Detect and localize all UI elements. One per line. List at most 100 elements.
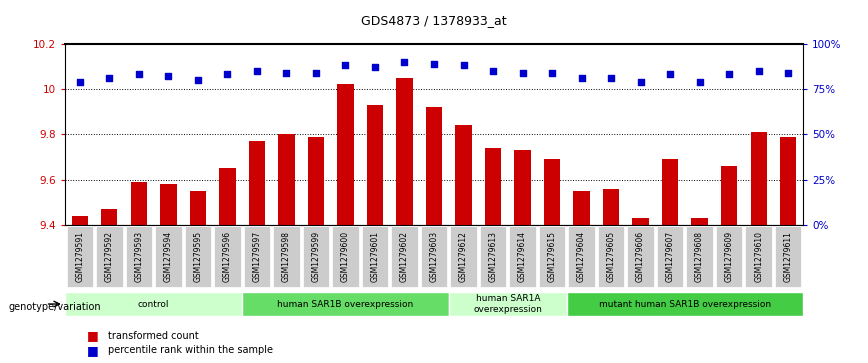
Bar (456, 125, 471, 225)
Bar (751, 132, 766, 225)
Bar (544, 159, 560, 225)
Text: GSM1279600: GSM1279600 (341, 231, 350, 282)
Text: human SAR1A
overexpression: human SAR1A overexpression (473, 294, 542, 314)
Text: GSM1279614: GSM1279614 (518, 231, 527, 282)
FancyBboxPatch shape (450, 227, 477, 287)
FancyBboxPatch shape (567, 292, 803, 316)
Bar (161, 184, 176, 225)
Bar (308, 136, 324, 225)
Point (102, 75, 116, 81)
Point (398, 59, 411, 65)
Text: GSM1279605: GSM1279605 (607, 231, 615, 282)
Text: GSM1279602: GSM1279602 (400, 231, 409, 282)
Text: GSM1279599: GSM1279599 (312, 231, 320, 282)
Text: GSM1279597: GSM1279597 (253, 231, 261, 282)
Text: GSM1279608: GSM1279608 (695, 231, 704, 282)
FancyBboxPatch shape (67, 227, 93, 287)
Point (516, 70, 529, 76)
Text: GSM1279607: GSM1279607 (666, 231, 674, 282)
FancyBboxPatch shape (421, 227, 447, 287)
Bar (220, 168, 235, 225)
Point (575, 75, 589, 81)
Point (339, 62, 352, 68)
FancyBboxPatch shape (332, 227, 358, 287)
FancyBboxPatch shape (96, 227, 122, 287)
Point (73, 79, 87, 85)
FancyBboxPatch shape (65, 292, 242, 316)
FancyBboxPatch shape (687, 227, 713, 287)
Text: control: control (138, 299, 169, 309)
Point (545, 70, 559, 76)
Bar (662, 159, 678, 225)
Text: GSM1279611: GSM1279611 (784, 231, 792, 282)
Bar (397, 78, 412, 225)
Text: GSM1279613: GSM1279613 (489, 231, 497, 282)
Bar (780, 136, 796, 225)
FancyBboxPatch shape (539, 227, 565, 287)
Text: ■: ■ (87, 344, 99, 357)
Text: GSM1279593: GSM1279593 (135, 231, 143, 282)
FancyBboxPatch shape (746, 227, 772, 287)
FancyBboxPatch shape (185, 227, 211, 287)
Text: GSM1279591: GSM1279591 (76, 231, 84, 282)
Point (457, 62, 470, 68)
Point (722, 72, 736, 77)
Bar (426, 107, 442, 225)
FancyBboxPatch shape (214, 227, 240, 287)
Point (220, 72, 234, 77)
Bar (367, 105, 383, 225)
FancyBboxPatch shape (480, 227, 506, 287)
FancyBboxPatch shape (716, 227, 742, 287)
FancyBboxPatch shape (569, 227, 595, 287)
FancyBboxPatch shape (628, 227, 654, 287)
Text: human SAR1B overexpression: human SAR1B overexpression (278, 299, 413, 309)
FancyBboxPatch shape (242, 292, 449, 316)
Text: GSM1279610: GSM1279610 (754, 231, 763, 282)
FancyBboxPatch shape (657, 227, 683, 287)
Text: GSM1279615: GSM1279615 (548, 231, 556, 282)
Bar (721, 166, 737, 225)
Text: GSM1279612: GSM1279612 (459, 231, 468, 282)
Bar (574, 191, 589, 225)
FancyBboxPatch shape (244, 227, 270, 287)
Point (191, 77, 205, 83)
Point (132, 72, 146, 77)
Point (752, 68, 766, 74)
FancyBboxPatch shape (510, 227, 536, 287)
FancyBboxPatch shape (126, 227, 152, 287)
Bar (72, 216, 88, 225)
Text: GDS4873 / 1378933_at: GDS4873 / 1378933_at (361, 15, 507, 28)
Point (693, 79, 707, 85)
Text: transformed count: transformed count (108, 331, 200, 341)
Text: GSM1279606: GSM1279606 (636, 231, 645, 282)
Bar (633, 218, 648, 225)
Text: GSM1279604: GSM1279604 (577, 231, 586, 282)
Bar (515, 150, 530, 225)
Point (781, 70, 795, 76)
Point (279, 70, 293, 76)
Text: mutant human SAR1B overexpression: mutant human SAR1B overexpression (599, 299, 771, 309)
FancyBboxPatch shape (362, 227, 388, 287)
Bar (249, 141, 265, 225)
FancyBboxPatch shape (598, 227, 624, 287)
Bar (338, 84, 353, 225)
Text: GSM1279596: GSM1279596 (223, 231, 232, 282)
Text: GSM1279598: GSM1279598 (282, 231, 291, 282)
Bar (603, 189, 619, 225)
Text: GSM1279594: GSM1279594 (164, 231, 173, 282)
FancyBboxPatch shape (273, 227, 299, 287)
Bar (102, 209, 117, 225)
Point (161, 73, 175, 79)
Text: ■: ■ (87, 329, 99, 342)
Point (604, 75, 618, 81)
Point (368, 64, 382, 70)
Point (309, 70, 323, 76)
Bar (190, 191, 206, 225)
Bar (131, 182, 147, 225)
FancyBboxPatch shape (449, 292, 567, 316)
Text: GSM1279592: GSM1279592 (105, 231, 114, 282)
Text: GSM1279595: GSM1279595 (194, 231, 202, 282)
Text: percentile rank within the sample: percentile rank within the sample (108, 345, 273, 355)
FancyBboxPatch shape (303, 227, 329, 287)
Bar (279, 134, 294, 225)
